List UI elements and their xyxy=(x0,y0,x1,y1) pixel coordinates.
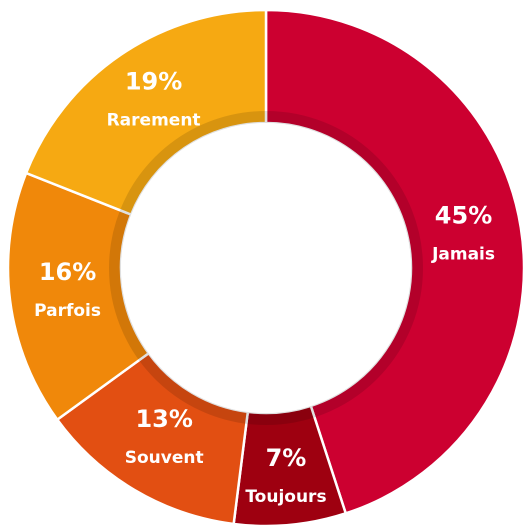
donut-segment xyxy=(24,8,268,217)
value-label: 45% xyxy=(435,202,492,230)
category-label: Souvent xyxy=(125,448,204,468)
category-label: Toujours xyxy=(245,487,326,507)
category-label: Parfois xyxy=(34,301,101,321)
value-label: 13% xyxy=(135,405,192,433)
value-label: 19% xyxy=(125,68,182,96)
category-label: Jamais xyxy=(431,245,495,265)
value-label: 16% xyxy=(39,258,96,286)
donut-hole xyxy=(121,123,411,413)
inner-shade xyxy=(109,111,423,425)
category-label: Rarement xyxy=(107,111,201,131)
value-label: 7% xyxy=(266,444,307,472)
